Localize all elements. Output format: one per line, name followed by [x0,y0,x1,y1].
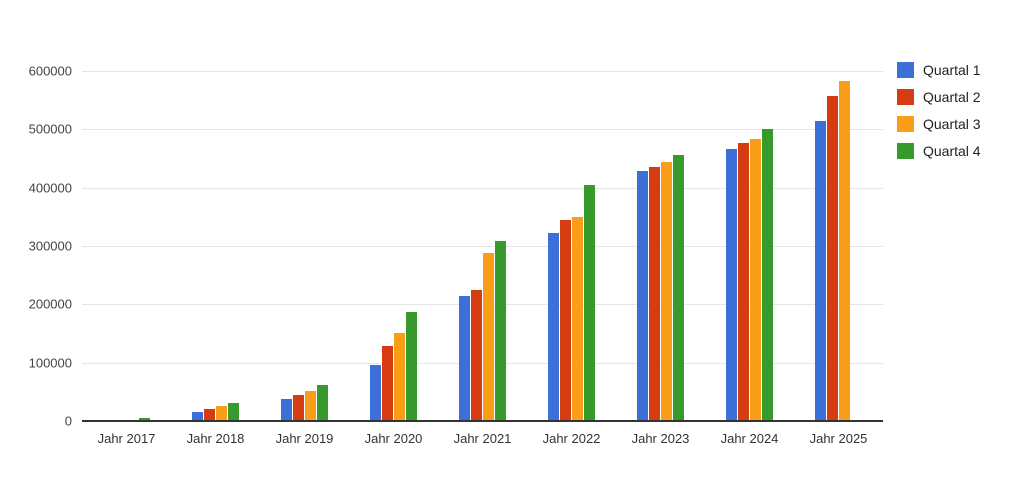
bar-quartal-2-jahr-2024[interactable] [738,143,749,421]
legend-item-quartal-4: Quartal 4 [897,143,981,159]
bar-quartal-3-jahr-2024[interactable] [750,139,761,421]
bar-quartal-4-jahr-2020[interactable] [406,311,417,421]
legend-label: Quartal 2 [923,89,981,105]
bar-quartal-1-jahr-2022[interactable] [548,233,559,421]
bar-quartal-2-jahr-2022[interactable] [560,219,571,421]
legend-label: Quartal 3 [923,116,981,132]
bar-quartal-4-jahr-2017[interactable] [139,417,150,421]
bar-quartal-2-jahr-2019[interactable] [293,395,304,421]
x-tick-label: Jahr 2023 [631,431,690,446]
bar-quartal-4-jahr-2023[interactable] [673,155,684,421]
bar-quartal-1-jahr-2018[interactable] [192,412,203,421]
bar-quartal-3-jahr-2020[interactable] [394,332,405,421]
x-tick-label: Jahr 2022 [542,431,601,446]
bar-quartal-3-jahr-2021[interactable] [483,253,494,421]
x-tick-label: Jahr 2025 [809,431,868,446]
bar-quartal-1-jahr-2024[interactable] [726,149,737,421]
bar-quartal-2-jahr-2018[interactable] [204,409,215,421]
bar-quartal-3-jahr-2025[interactable] [839,80,850,421]
bar-quartal-4-jahr-2021[interactable] [495,240,506,421]
bar-quartal-2-jahr-2025[interactable] [827,96,838,421]
bar-quartal-1-jahr-2020[interactable] [370,365,381,421]
bar-quartal-1-jahr-2025[interactable] [815,120,826,421]
x-tick-label: Jahr 2018 [186,431,245,446]
bar-quartal-4-jahr-2022[interactable] [584,184,595,421]
y-tick-label: 100000 [28,355,72,371]
gridline [82,187,883,189]
legend-swatch-icon [897,116,914,132]
legend-label: Quartal 4 [923,143,981,159]
x-tick-label: Jahr 2024 [720,431,779,446]
legend-swatch-icon [897,143,914,159]
y-tick-label: 500000 [28,121,72,137]
bar-quartal-3-jahr-2023[interactable] [661,162,672,421]
gridline [82,304,883,306]
y-tick-label: 0 [64,413,72,429]
bar-quartal-4-jahr-2024[interactable] [762,129,773,421]
bar-quartal-2-jahr-2020[interactable] [382,345,393,421]
y-tick-label: 300000 [28,238,72,254]
bar-quartal-1-jahr-2023[interactable] [637,171,648,421]
x-tick-label: Jahr 2019 [275,431,334,446]
bar-quartal-1-jahr-2021[interactable] [459,295,470,421]
y-tick-label: 400000 [28,180,72,196]
y-tick-label: 600000 [28,63,72,79]
bar-quartal-1-jahr-2019[interactable] [281,399,292,421]
x-tick-label: Jahr 2020 [364,431,423,446]
bar-quartal-3-jahr-2022[interactable] [572,216,583,421]
x-axis-baseline [82,420,883,422]
x-tick-label: Jahr 2021 [453,431,512,446]
bar-quartal-4-jahr-2019[interactable] [317,385,328,421]
bar-quartal-2-jahr-2021[interactable] [471,289,482,421]
legend-swatch-icon [897,62,914,78]
plot-area [82,71,883,422]
bar-quartal-2-jahr-2023[interactable] [649,166,660,421]
gridline [82,246,883,247]
bar-quartal-4-jahr-2018[interactable] [228,402,239,421]
legend-swatch-icon [897,89,914,105]
bar-quartal-3-jahr-2018[interactable] [216,406,227,421]
bar-quartal-3-jahr-2019[interactable] [305,391,316,421]
legend-item-quartal-1: Quartal 1 [897,62,981,78]
gridline [82,129,883,131]
gridline [82,71,883,72]
legend-item-quartal-2: Quartal 2 [897,89,981,105]
gridline [82,362,883,364]
legend-item-quartal-3: Quartal 3 [897,116,981,132]
x-tick-label: Jahr 2017 [97,431,156,446]
legend: Quartal 1 Quartal 2 Quartal 3 Quartal 4 [897,62,981,170]
y-tick-label: 200000 [28,296,72,312]
legend-label: Quartal 1 [923,62,981,78]
